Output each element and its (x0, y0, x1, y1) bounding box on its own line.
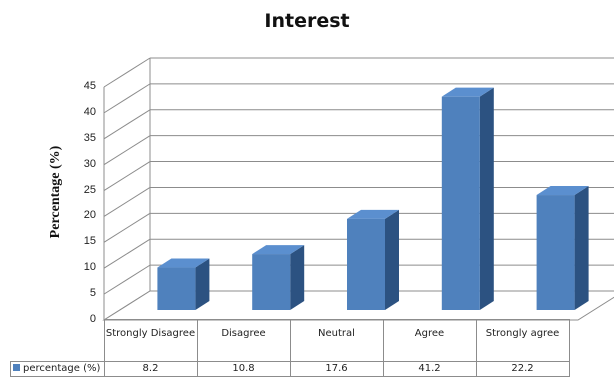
data-table-value: 22.2 (475, 361, 570, 377)
gridline-side (103, 109, 151, 140)
y-tick-label: 0 (89, 313, 96, 325)
y-tick-label: 30 (83, 157, 96, 170)
gridline-side (103, 264, 151, 295)
chart-title: Interest (264, 10, 350, 32)
bar-side (479, 87, 494, 310)
bar-side (290, 245, 305, 310)
bar (347, 218, 385, 310)
gridline-side (103, 161, 151, 191)
data-table-category: Agree (382, 319, 477, 362)
bar-side (574, 186, 589, 310)
data-table: Strongly Disagree Disagree Neutral Agree… (10, 319, 570, 377)
data-table-category: Strongly agree (475, 319, 570, 362)
legend-label: percentage (%) (23, 363, 101, 374)
y-tick-label: 35 (83, 131, 96, 144)
bar-side (385, 209, 399, 310)
y-tick-label: 15 (83, 235, 96, 248)
gridline-side (103, 238, 151, 269)
gridline-side (103, 57, 151, 88)
data-table-category-row: Strongly Disagree Disagree Neutral Agree… (10, 319, 570, 362)
data-table-value-row: percentage (%) 8.2 10.8 17.6 41.2 22.2 (10, 361, 570, 377)
data-table-value: 10.8 (196, 361, 291, 377)
gridline-side (103, 187, 151, 217)
legend-swatch (13, 364, 20, 371)
gridline-side (103, 83, 151, 114)
data-table-value: 8.2 (103, 361, 198, 377)
gridline-side (103, 212, 151, 243)
y-tick-label: 5 (89, 287, 96, 300)
bar-top (157, 258, 210, 268)
data-table-category: Neutral (289, 319, 384, 362)
legend-entry: percentage (%) (10, 361, 105, 377)
y-tick-label: 40 (83, 105, 96, 118)
data-table-category: Strongly Disagree (103, 319, 198, 362)
bar-top (252, 245, 305, 255)
data-table-value: 41.2 (382, 361, 477, 377)
y-tick-label: 20 (83, 209, 96, 222)
bar-top (536, 186, 589, 196)
bar-top (347, 209, 399, 219)
bar-top (441, 87, 494, 97)
bar (536, 195, 575, 310)
data-table-category: Disagree (196, 319, 291, 362)
bar-side (195, 258, 210, 310)
data-table-value: 17.6 (289, 361, 384, 377)
bar (252, 254, 291, 310)
y-tick-label: 45 (83, 80, 96, 92)
bar (441, 96, 480, 310)
data-table-corner (10, 319, 105, 362)
bar (157, 267, 196, 310)
gridline-side (103, 135, 151, 166)
y-tick-label: 25 (83, 183, 96, 196)
y-tick-label: 10 (83, 261, 96, 274)
